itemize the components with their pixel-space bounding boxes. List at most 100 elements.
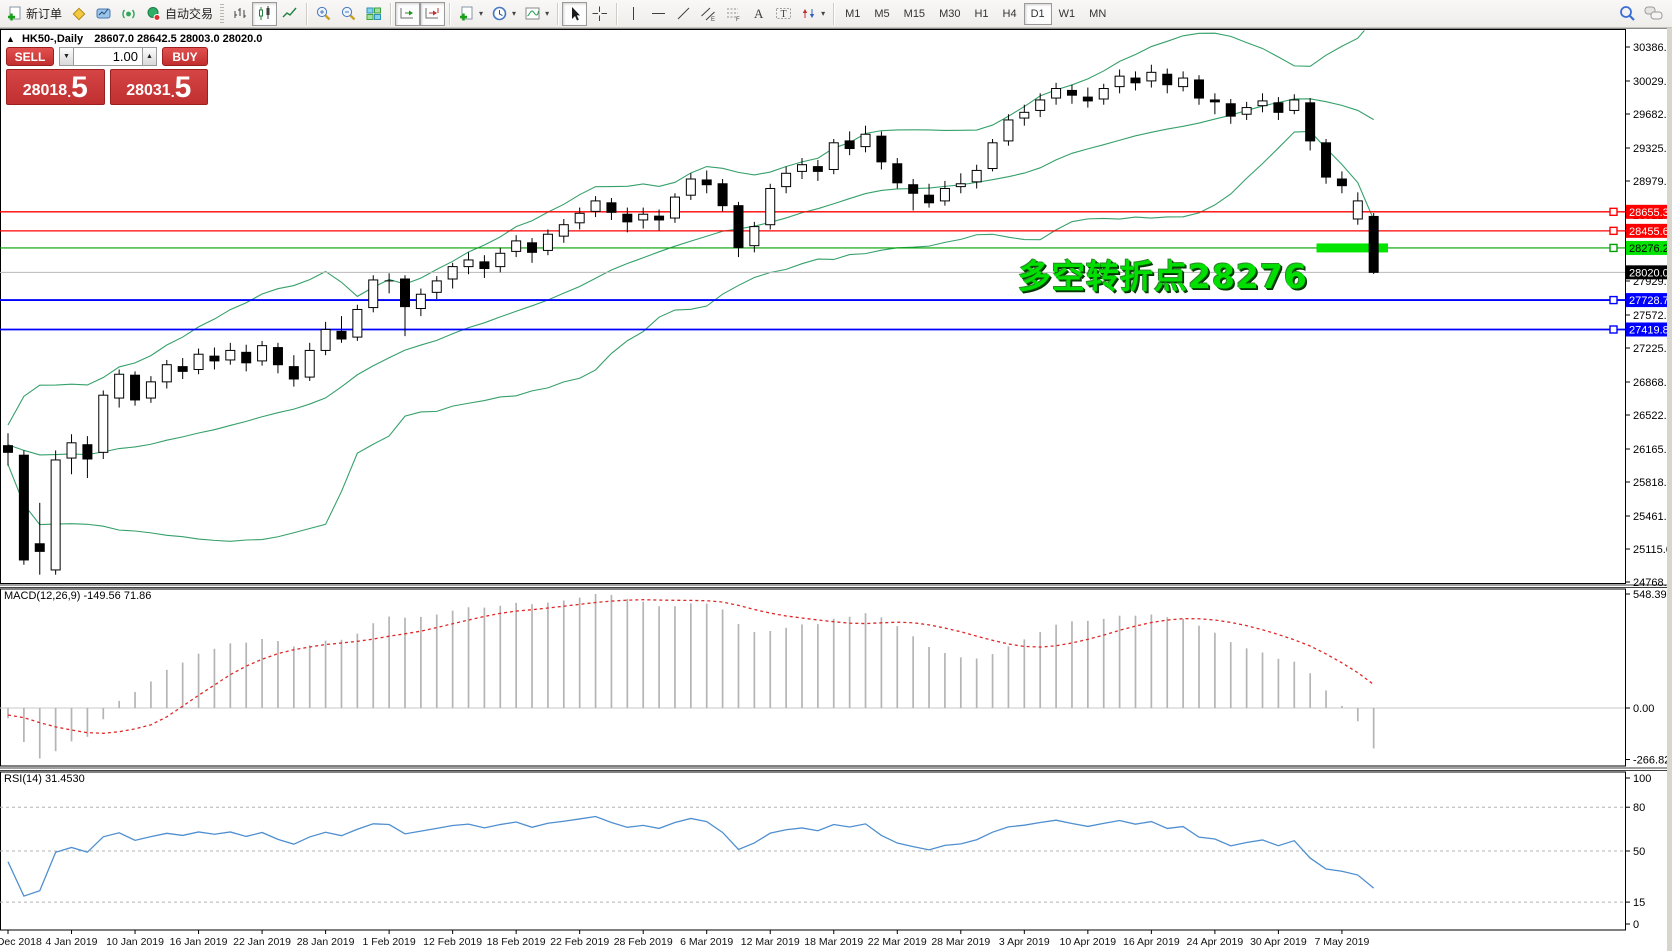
zoom-in-button[interactable] (311, 2, 336, 26)
signals-button[interactable] (116, 2, 141, 26)
new-chart-button[interactable] (66, 2, 91, 26)
candle-bear (272, 347, 283, 366)
bollinger-middle-band[interactable] (7, 98, 1374, 456)
candle-bear (1336, 178, 1347, 187)
trendline-button[interactable] (671, 2, 696, 26)
chart-shift-button[interactable] (420, 1, 446, 26)
date-axis-label: 4 Jan 2019 (46, 936, 98, 948)
templates-button[interactable]: ▾ (454, 2, 487, 26)
date-axis-label: 3 Apr 2019 (999, 936, 1050, 948)
new-order-button[interactable]: 新订单 (2, 2, 66, 26)
line-handle[interactable] (1609, 243, 1618, 253)
candle-bear (3, 445, 13, 453)
one-click-trading-panel: SELL ▼ ▲ BUY 28018.5 28031.5 (6, 47, 208, 105)
indicators-button[interactable]: ▾ (520, 2, 553, 26)
price-tag-label: 28455.6 (1629, 226, 1669, 238)
date-axis-label: 28 Dec 2018 (0, 936, 42, 948)
candle-bear (1194, 79, 1204, 99)
chat-icon[interactable] (1643, 4, 1664, 23)
volume-input[interactable] (74, 47, 142, 66)
chart-header: ▲ HK50-,Daily 28607.0 28642.5 28003.0 28… (6, 33, 262, 45)
timeframe-mn-button[interactable]: MN (1082, 3, 1113, 25)
horizontal-line-button[interactable] (646, 2, 671, 26)
timeframe-m15-button[interactable]: M15 (897, 3, 932, 25)
rsi-line[interactable] (7, 815, 1375, 897)
line-chart-button[interactable] (277, 2, 302, 26)
macd-signal-line[interactable] (7, 599, 1375, 734)
line-handle[interactable] (1609, 295, 1618, 305)
candle-bear (1130, 77, 1141, 84)
timeframe-h1-button[interactable]: H1 (967, 3, 995, 25)
toolbar-right-group (1618, 4, 1670, 23)
text-button[interactable]: A (746, 2, 771, 26)
auto-scroll-icon (399, 5, 416, 22)
bollinger-upper-band[interactable] (7, 28, 1374, 426)
svg-text:F: F (736, 17, 740, 22)
candle-bull (987, 142, 998, 170)
candle-bull (1352, 200, 1363, 220)
candlestick-chart-button[interactable] (252, 1, 278, 26)
candle-bull (542, 233, 553, 251)
bollinger-lower-band[interactable] (7, 130, 1375, 542)
svg-text:E: E (711, 17, 715, 22)
price-tag-28020.0 (1626, 265, 1672, 280)
chart-shift-icon (424, 5, 441, 22)
candle-bear (1321, 142, 1332, 178)
chart-text-annotation[interactable]: 多空转折点28276 (1018, 257, 1308, 296)
clock-icon (491, 5, 508, 22)
collapse-panel-icon[interactable]: ▲ (6, 34, 15, 44)
sell-price-panel[interactable]: 28018. 5 (6, 69, 105, 105)
vertical-line-icon (625, 5, 642, 22)
bar-chart-icon (231, 5, 248, 22)
line-handle[interactable] (1609, 226, 1618, 236)
sell-button[interactable]: SELL (6, 47, 54, 66)
autotrading-button[interactable]: 自动交易 (141, 2, 217, 26)
auto-scroll-button[interactable] (395, 1, 421, 26)
timeframe-h4-button[interactable]: H4 (996, 3, 1024, 25)
tile-windows-button[interactable] (361, 2, 386, 26)
candle-bull (320, 328, 331, 351)
candle-bear (844, 140, 855, 150)
zoom-out-icon (340, 5, 357, 22)
candle-bear (622, 213, 633, 223)
timeframe-w1-button[interactable]: W1 (1052, 3, 1083, 25)
highlight-segment[interactable] (1316, 243, 1388, 253)
crosshair-button[interactable] (587, 2, 612, 26)
buy-button[interactable]: BUY (162, 47, 208, 66)
line-handle[interactable] (1609, 325, 1618, 334)
vertical-line-button[interactable] (621, 2, 646, 26)
timeframe-m30-button[interactable]: M30 (932, 3, 967, 25)
price-tag-label: 28276.2 (1629, 243, 1669, 255)
periods-button[interactable]: ▾ (487, 2, 520, 26)
profiles-button[interactable] (91, 2, 116, 26)
candle-bull (511, 240, 522, 252)
chart-canvas[interactable]: 30386.030029.029682.529325.528979.028622… (0, 28, 1672, 951)
fibonacci-button[interactable]: F (721, 2, 746, 26)
date-axis-label: 22 Jan 2019 (233, 936, 291, 948)
line-handle[interactable] (1609, 207, 1618, 217)
arrows-icon (800, 5, 817, 22)
arrows-button[interactable]: ▾ (796, 2, 829, 26)
price-tag-28455.6 (1626, 223, 1672, 238)
timeframe-m1-button[interactable]: M1 (838, 3, 867, 25)
timeframe-m5-button[interactable]: M5 (867, 3, 896, 25)
date-axis-label: 12 Mar 2019 (741, 936, 800, 948)
candle-bull (558, 224, 569, 237)
candle-bull (1178, 77, 1189, 88)
candle-bear (908, 184, 919, 194)
volume-step-down[interactable]: ▼ (59, 47, 74, 66)
candle-bear (130, 374, 141, 401)
buy-price-panel[interactable]: 28031. 5 (109, 69, 208, 105)
zoom-out-button[interactable] (336, 2, 361, 26)
svg-text:A: A (754, 6, 764, 21)
rsi-axis-label: 0 (1633, 919, 1639, 931)
search-icon[interactable] (1618, 4, 1637, 23)
price-tag-label: 28655.3 (1629, 207, 1669, 219)
text-label-button[interactable]: T (771, 2, 796, 26)
bar-chart-button[interactable] (227, 2, 252, 26)
timeframe-d1-button[interactable]: D1 (1023, 2, 1052, 25)
cursor-button[interactable] (562, 1, 588, 26)
volume-step-up[interactable]: ▲ (142, 47, 157, 66)
candle-bear (1305, 102, 1316, 142)
equidistant-channel-button[interactable]: E (696, 2, 721, 26)
